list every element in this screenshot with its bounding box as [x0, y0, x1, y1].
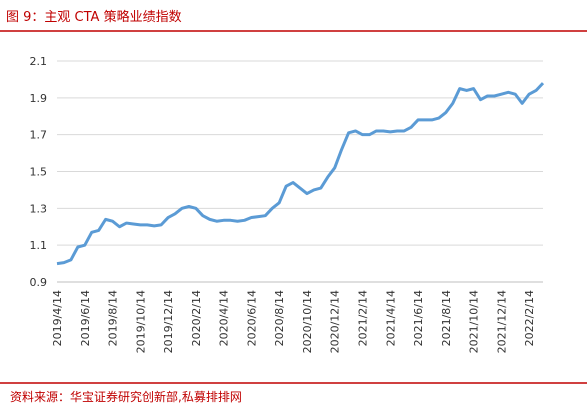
data-line	[56, 82, 545, 266]
x-tick-label: 2021/6/14	[412, 290, 425, 346]
x-tick-label: 2019/8/14	[107, 290, 120, 346]
source: 资料来源：华宝证券研究创新部,私募排排网	[10, 389, 242, 404]
x-tick-label: 2019/10/14	[134, 290, 147, 353]
chart-title: 图 9：主观 CTA 策略业绩指数	[6, 9, 182, 25]
x-tick-label: 2020/12/14	[329, 290, 342, 353]
x-tick-label: 2020/2/14	[190, 290, 203, 346]
x-tick-label: 2021/4/14	[384, 290, 397, 346]
y-tick-label: 2.1	[30, 55, 48, 68]
y-tick-label: 1.1	[30, 239, 48, 252]
x-tick-label: 2020/6/14	[245, 290, 258, 346]
x-tick-label: 2021/12/14	[495, 290, 508, 353]
y-tick-label: 1.3	[30, 202, 48, 215]
y-tick-label: 1.7	[30, 129, 48, 142]
y-tick-label: 1.9	[30, 92, 48, 105]
x-tick-label: 2019/4/14	[51, 290, 64, 346]
x-tick-label: 2021/10/14	[468, 290, 481, 353]
x-tick-label: 2021/8/14	[440, 290, 453, 346]
x-tick-label: 2021/2/14	[356, 290, 369, 346]
x-tick-label: 2020/4/14	[218, 290, 231, 346]
x-tick-label: 2019/12/14	[162, 290, 175, 353]
y-tick-label: 1.5	[30, 166, 48, 179]
x-tick-label: 2019/6/14	[79, 290, 92, 346]
x-tick-label: 2020/10/14	[301, 290, 314, 353]
y-tick-label: 0.9	[30, 276, 48, 289]
x-tick-label: 2022/2/14	[523, 290, 536, 346]
x-tick-label: 2020/8/14	[273, 290, 286, 346]
